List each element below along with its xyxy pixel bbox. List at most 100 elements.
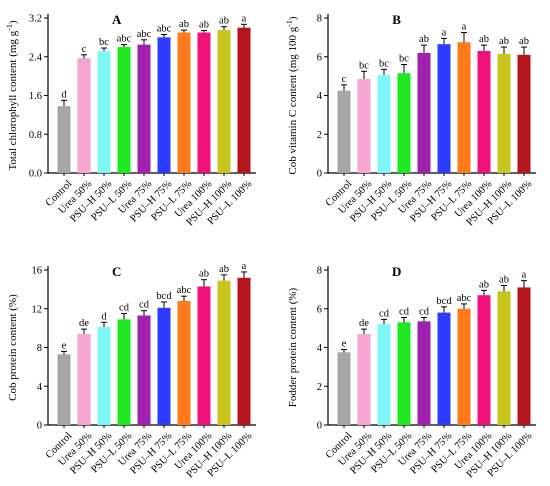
bar [417,52,431,173]
significance-letter: ab [199,20,209,31]
significance-letter: ab [499,36,509,47]
bar [117,47,131,173]
bar [237,277,251,425]
panel-letter: D [392,264,401,279]
bar [157,307,171,425]
bar [397,322,411,425]
panel-a: 0.0 0.8 1.6 2.4 3.2 Total chlorophyll content… [5,12,256,228]
bar [137,315,151,425]
bar [337,352,351,425]
y-tick-label: 0 [317,169,322,180]
significance-letter: abc [117,34,132,45]
significance-letter: bcd [436,296,452,307]
y-axis-label: Total chlorophyll content (mg g-1) [5,20,19,170]
significance-letter: cd [139,300,150,311]
significance-letter: a [242,13,247,24]
bar [357,333,371,425]
significance-letter: a [442,27,447,38]
y-tick-label: 12 [32,304,43,315]
y-tick-label: 6 [317,304,322,315]
bar [237,27,251,173]
y-tick-label: 1.6 [29,91,42,102]
y-tick-label: 0.8 [29,130,42,141]
bar [97,327,111,425]
panel-letter: A [112,12,122,27]
bar [477,295,491,425]
bar [497,53,511,173]
significance-letter: abc [457,293,472,304]
y-tick-label: 2 [317,382,322,393]
y-tick-label: 4 [317,343,323,354]
significance-letter: de [79,318,89,329]
bar [437,44,451,173]
bar [517,287,531,425]
significance-letter: cd [119,303,130,314]
bar [217,280,231,425]
y-tick-label: 4 [37,382,43,393]
y-axis-label: Cob vitamin C content (mg 100 g-1) [285,16,299,175]
significance-letter: ab [479,279,489,290]
significance-letter: ab [199,269,209,280]
significance-letter: bcd [156,291,172,302]
significance-letter: ab [479,34,489,45]
significance-letter: ab [419,34,429,45]
significance-letter: bc [99,37,109,48]
y-tick-label: 8 [317,14,322,25]
y-tick-label: 2.4 [29,52,43,63]
significance-letter: ab [499,275,509,286]
y-tick-label: 3.2 [29,14,42,25]
significance-letter: a [462,22,467,33]
significance-letter: abc [157,23,172,34]
significance-letter: ab [179,19,189,30]
bar [397,73,411,173]
y-tick-label: 8 [317,266,322,277]
bar [77,58,91,173]
significance-letter: d [61,89,67,100]
significance-letter: abc [177,285,192,296]
bar [117,319,131,425]
bar [377,75,391,173]
bar [177,301,191,425]
bar [437,312,451,425]
panel-b: 0 2 4 6 8 Cob vitamin C content (mg 100 g-1) B… [285,12,536,228]
bar [97,50,111,173]
y-tick-label: 0 [317,421,322,432]
significance-letter: ab [519,36,529,47]
bar [177,32,191,173]
bar [517,54,531,173]
bar [77,333,91,425]
significance-letter: cd [419,306,430,317]
significance-letter: d [101,311,107,322]
y-tick-label: 0.0 [29,169,42,180]
y-tick-label: 0 [37,421,42,432]
significance-letter: bc [399,54,409,65]
bar [377,324,391,425]
significance-letter: a [242,261,247,272]
significance-letter: e [342,338,347,349]
panel-letter: C [112,264,121,279]
significance-letter: e [62,340,67,351]
bar [57,354,71,425]
significance-letter: cd [399,306,410,317]
bar [157,37,171,173]
y-tick-label: 16 [32,266,43,277]
y-tick-label: 2 [317,130,322,141]
bar [457,308,471,425]
significance-letter: a [522,270,527,281]
y-axis-label: Fodder protein content (%) [287,287,299,407]
significance-letter: c [82,44,87,55]
y-axis-label: Cob protein content (%) [7,294,19,401]
bar [497,291,511,425]
y-tick-label: 8 [37,343,42,354]
panel-letter: B [392,12,401,27]
significance-letter: de [359,318,369,329]
bar [197,286,211,425]
significance-letter: bc [359,60,369,71]
bar [217,30,231,173]
significance-letter: ab [219,16,229,27]
bar [197,32,211,173]
y-tick-label: 4 [317,91,323,102]
bar [417,321,431,425]
